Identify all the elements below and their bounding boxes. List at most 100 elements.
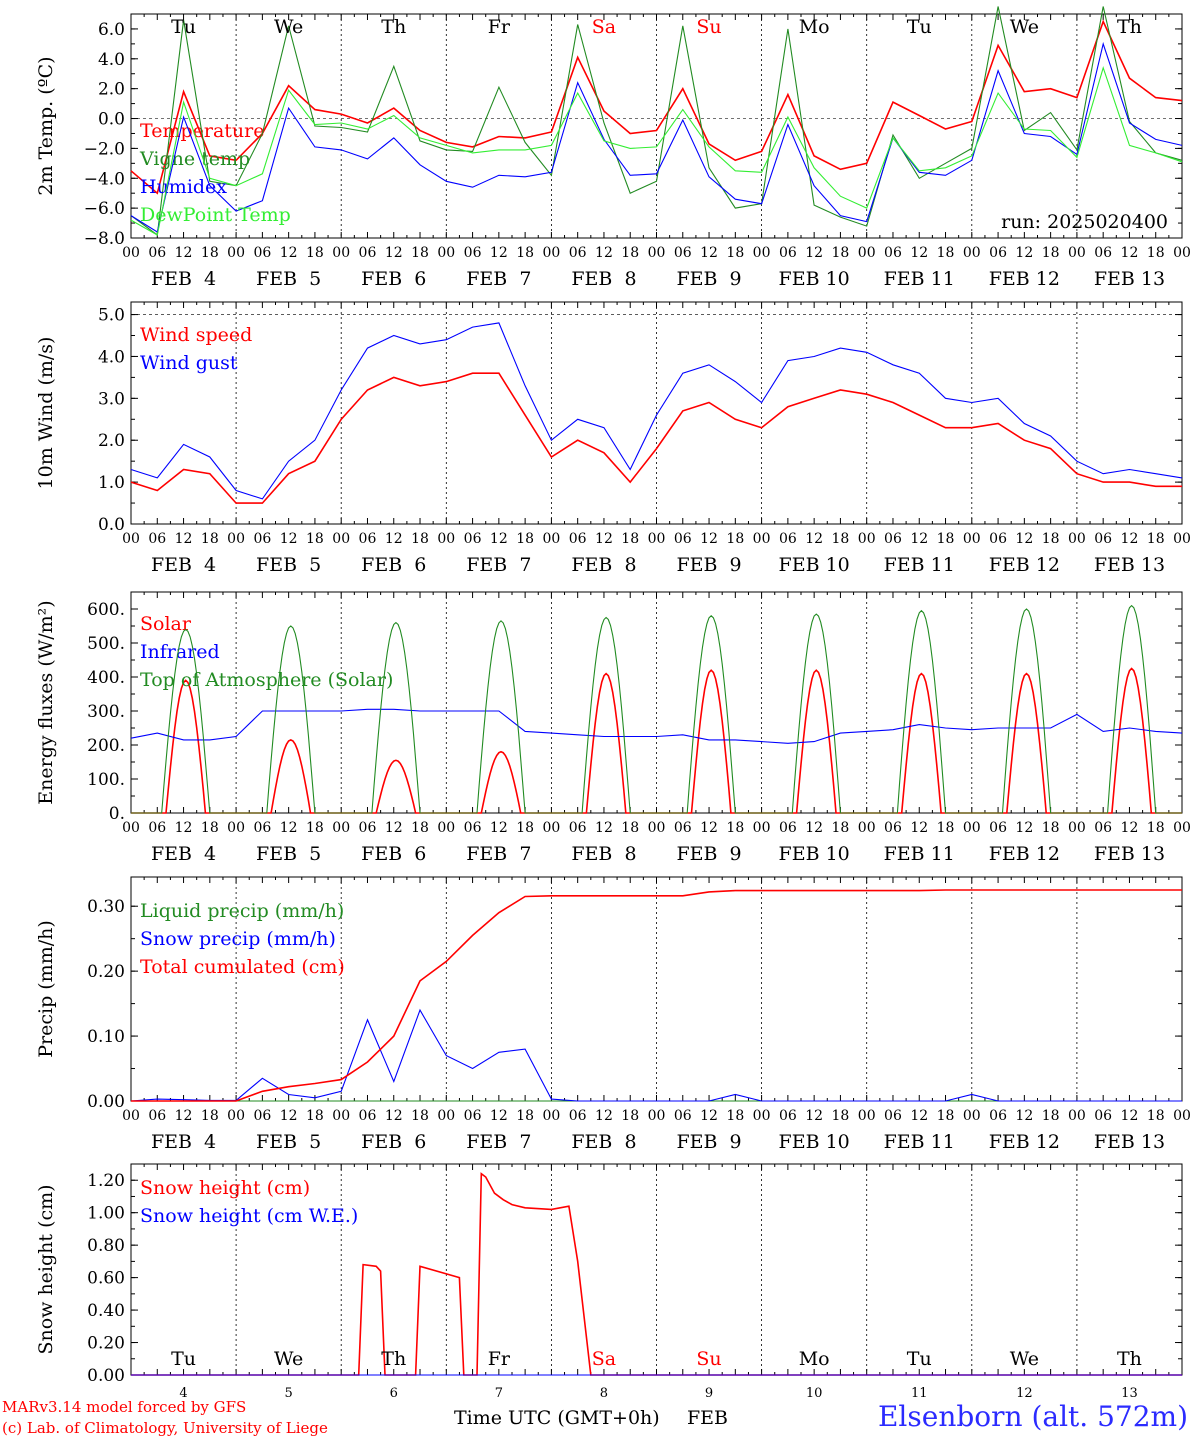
hour-tick-label: 12 <box>700 820 718 836</box>
day-number-label: 4 <box>179 1386 187 1401</box>
hour-tick-label: 00 <box>753 1108 771 1124</box>
weekday-label: Fr <box>488 1348 511 1370</box>
hour-tick-label: 12 <box>595 531 613 547</box>
hour-tick-label: 00 <box>858 245 876 261</box>
model-credit-line: MARv3.14 model forced by GFS <box>2 1398 247 1416</box>
hour-tick-label: 18 <box>832 820 850 836</box>
hour-tick-label: 06 <box>148 1108 166 1124</box>
hour-tick-label: 06 <box>253 1108 271 1124</box>
hour-tick-label: 00 <box>332 820 350 836</box>
hour-tick-label: 00 <box>542 1108 560 1124</box>
hour-tick-label: 00 <box>122 820 140 836</box>
y-tick-label: 0.60 <box>87 1269 125 1289</box>
hour-tick-label: 00 <box>753 245 771 261</box>
hour-tick-label: 18 <box>1042 1108 1060 1124</box>
date-label: FEB 4 <box>151 1131 216 1153</box>
hour-tick-label: 06 <box>148 245 166 261</box>
y-tick-label: −2.0 <box>84 139 125 159</box>
hour-tick-label: 18 <box>937 1108 955 1124</box>
hour-tick-label: 06 <box>464 1108 482 1124</box>
y-tick-label: 3.0 <box>98 389 125 409</box>
hour-tick-label: 12 <box>1015 1108 1033 1124</box>
hour-tick-label: 00 <box>963 820 981 836</box>
y-tick-label: 0.00 <box>87 1092 125 1112</box>
date-label: FEB 9 <box>676 554 741 576</box>
hour-tick-label: 12 <box>700 1108 718 1124</box>
hour-tick-label: 00 <box>227 531 245 547</box>
hour-tick-label: 06 <box>884 820 902 836</box>
hour-tick-label: 18 <box>726 245 744 261</box>
y-tick-label: 2.0 <box>98 80 125 100</box>
y-tick-label: 0.30 <box>87 897 125 917</box>
legend-entry: Liquid precip (mm/h) <box>140 900 344 922</box>
y-tick-label: 6.0 <box>98 20 125 40</box>
day-number-label: 10 <box>806 1386 823 1401</box>
date-label: FEB 7 <box>466 843 531 865</box>
x-axis-title: Time UTC (GMT+0h) <box>454 1407 660 1429</box>
hour-tick-label: 00 <box>437 531 455 547</box>
date-label: FEB 11 <box>884 268 955 290</box>
legend-entry: Snow precip (mm/h) <box>140 928 336 950</box>
hour-tick-label: 00 <box>858 531 876 547</box>
hour-tick-label: 18 <box>621 1108 639 1124</box>
date-label: FEB 10 <box>779 1131 850 1153</box>
hour-tick-label: 00 <box>1068 531 1086 547</box>
hour-tick-label: 06 <box>989 531 1007 547</box>
hour-tick-label: 00 <box>542 531 560 547</box>
weekday-label: Mo <box>799 1348 830 1370</box>
legend-entry: Total cumulated (cm) <box>140 956 345 978</box>
date-label: FEB 8 <box>571 554 636 576</box>
hour-tick-label: 00 <box>1173 531 1191 547</box>
series-line-temperature <box>130 19 1183 195</box>
date-label: FEB 7 <box>466 554 531 576</box>
hour-tick-label: 06 <box>359 820 377 836</box>
y-tick-label: 0.0 <box>98 110 125 130</box>
date-label: FEB 9 <box>676 843 741 865</box>
y-tick-label: 0.00 <box>87 1366 125 1386</box>
legend-entry: Infrared <box>140 641 220 663</box>
hour-tick-label: 18 <box>726 1108 744 1124</box>
hour-tick-label: 18 <box>621 820 639 836</box>
legend-entry: Snow height (cm W.E.) <box>140 1205 358 1227</box>
hour-tick-label: 06 <box>148 531 166 547</box>
y-tick-label: 600. <box>87 600 125 620</box>
hour-tick-label: 00 <box>122 1108 140 1124</box>
y-tick-label: 100. <box>87 770 125 790</box>
hour-tick-label: 06 <box>253 531 271 547</box>
hour-tick-label: 06 <box>359 1108 377 1124</box>
hour-tick-label: 06 <box>884 1108 902 1124</box>
x-axis-month: FEB <box>687 1407 728 1429</box>
hour-tick-label: 18 <box>411 820 429 836</box>
series-line-vigne-temp <box>130 6 1183 237</box>
weekday-label: We <box>1010 1348 1039 1370</box>
hour-tick-label: 06 <box>569 1108 587 1124</box>
hour-tick-label: 18 <box>726 531 744 547</box>
hour-tick-label: 18 <box>201 531 219 547</box>
legend-entry: Top of Atmosphere (Solar) <box>140 669 393 691</box>
series-line-snow-precip-mm-h- <box>130 1008 1182 1102</box>
day-number-label: 13 <box>1121 1386 1138 1401</box>
hour-tick-label: 18 <box>411 245 429 261</box>
date-label: FEB 4 <box>151 843 216 865</box>
hour-tick-label: 12 <box>1121 531 1139 547</box>
weekday-label: Su <box>696 16 721 38</box>
hour-tick-label: 18 <box>306 820 324 836</box>
date-label: FEB 8 <box>571 843 636 865</box>
hour-tick-label: 12 <box>595 820 613 836</box>
hour-tick-label: 12 <box>1121 1108 1139 1124</box>
hour-tick-label: 18 <box>1147 820 1165 836</box>
hour-tick-label: 06 <box>464 531 482 547</box>
hour-tick-label: 06 <box>569 245 587 261</box>
hour-tick-label: 12 <box>700 531 718 547</box>
hour-tick-label: 18 <box>937 820 955 836</box>
hour-tick-label: 06 <box>1094 820 1112 836</box>
hour-tick-label: 12 <box>385 1108 403 1124</box>
hour-tick-label: 06 <box>569 820 587 836</box>
date-label: FEB 7 <box>466 1131 531 1153</box>
legend-entry: Wind speed <box>140 324 252 346</box>
hour-tick-label: 00 <box>963 245 981 261</box>
date-label: FEB 12 <box>989 1131 1060 1153</box>
hour-tick-label: 06 <box>148 820 166 836</box>
hour-tick-label: 18 <box>1042 820 1060 836</box>
weekday-label: Su <box>696 1348 721 1370</box>
